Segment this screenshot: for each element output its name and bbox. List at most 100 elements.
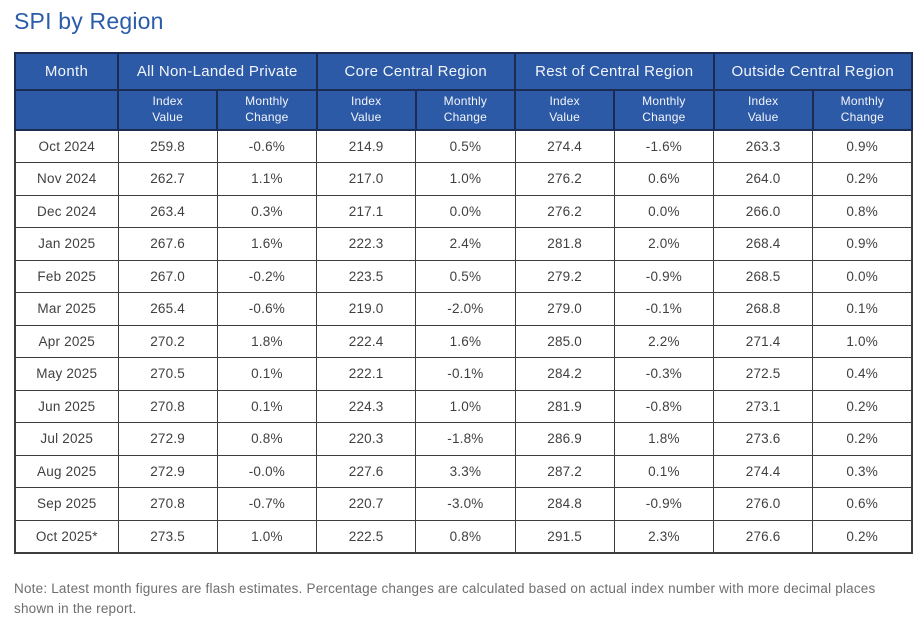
index-value-cell: 263.3: [714, 130, 813, 163]
monthly-change-cell: 0.9%: [813, 228, 912, 261]
index-value-cell: 223.5: [317, 260, 416, 293]
monthly-change-cell: 0.2%: [813, 520, 912, 553]
index-value-cell: 264.0: [714, 163, 813, 196]
month-cell: Feb 2025: [15, 260, 118, 293]
index-value-cell: 270.8: [118, 390, 217, 423]
monthly-change-cell: 1.0%: [416, 390, 515, 423]
monthly-change-cell: -0.6%: [217, 293, 316, 326]
column-group-rest-of-central-region: Rest of Central Region: [515, 53, 714, 90]
index-value-cell: 276.0: [714, 488, 813, 521]
monthly-change-cell: 2.0%: [614, 228, 713, 261]
index-value-cell: 222.4: [317, 325, 416, 358]
index-value-cell: 281.9: [515, 390, 614, 423]
monthly-change-cell: 1.0%: [813, 325, 912, 358]
index-value-cell: 219.0: [317, 293, 416, 326]
monthly-change-cell: 0.0%: [813, 260, 912, 293]
index-value-cell: 267.0: [118, 260, 217, 293]
index-value-cell: 284.8: [515, 488, 614, 521]
index-value-cell: 268.8: [714, 293, 813, 326]
index-value-cell: 274.4: [714, 455, 813, 488]
index-value-cell: 262.7: [118, 163, 217, 196]
index-value-cell: 274.4: [515, 130, 614, 163]
month-cell: Oct 2024: [15, 130, 118, 163]
sub-header-monthly-change: Monthly Change: [416, 90, 515, 130]
sub-header-month-spacer: [15, 90, 118, 130]
monthly-change-cell: 0.1%: [813, 293, 912, 326]
index-value-cell: 276.2: [515, 195, 614, 228]
monthly-change-cell: 0.4%: [813, 358, 912, 391]
monthly-change-cell: 1.1%: [217, 163, 316, 196]
monthly-change-cell: 1.0%: [416, 163, 515, 196]
column-group-all-non-landed-private: All Non-Landed Private: [118, 53, 317, 90]
monthly-change-cell: -1.6%: [614, 130, 713, 163]
monthly-change-cell: -0.1%: [614, 293, 713, 326]
monthly-change-cell: 0.1%: [217, 390, 316, 423]
index-value-cell: 227.6: [317, 455, 416, 488]
month-cell: Jan 2025: [15, 228, 118, 261]
index-value-cell: 272.5: [714, 358, 813, 391]
monthly-change-cell: -0.8%: [614, 390, 713, 423]
index-value-cell: 285.0: [515, 325, 614, 358]
index-value-cell: 273.1: [714, 390, 813, 423]
index-value-cell: 217.1: [317, 195, 416, 228]
index-value-cell: 281.8: [515, 228, 614, 261]
index-value-cell: 224.3: [317, 390, 416, 423]
monthly-change-cell: 3.3%: [416, 455, 515, 488]
index-value-cell: 270.2: [118, 325, 217, 358]
monthly-change-cell: 0.9%: [813, 130, 912, 163]
monthly-change-cell: -0.3%: [614, 358, 713, 391]
month-cell: Apr 2025: [15, 325, 118, 358]
index-value-cell: 270.5: [118, 358, 217, 391]
index-value-cell: 222.1: [317, 358, 416, 391]
monthly-change-cell: -2.0%: [416, 293, 515, 326]
month-cell: Jul 2025: [15, 423, 118, 456]
column-header-month: Month: [15, 53, 118, 90]
sub-header-index-value: Index Value: [515, 90, 614, 130]
index-value-cell: 214.9: [317, 130, 416, 163]
monthly-change-cell: 1.6%: [416, 325, 515, 358]
monthly-change-cell: 0.8%: [217, 423, 316, 456]
monthly-change-cell: 0.6%: [813, 488, 912, 521]
monthly-change-cell: 2.4%: [416, 228, 515, 261]
month-cell: Sep 2025: [15, 488, 118, 521]
month-cell: Aug 2025: [15, 455, 118, 488]
monthly-change-cell: 0.2%: [813, 423, 912, 456]
index-value-cell: 217.0: [317, 163, 416, 196]
monthly-change-cell: 0.5%: [416, 260, 515, 293]
index-value-cell: 279.2: [515, 260, 614, 293]
sub-header-monthly-change: Monthly Change: [614, 90, 713, 130]
index-value-cell: 287.2: [515, 455, 614, 488]
column-group-core-central-region: Core Central Region: [317, 53, 516, 90]
index-value-cell: 276.2: [515, 163, 614, 196]
index-value-cell: 279.0: [515, 293, 614, 326]
sub-header-index-value: Index Value: [118, 90, 217, 130]
index-value-cell: 265.4: [118, 293, 217, 326]
monthly-change-cell: 0.6%: [614, 163, 713, 196]
monthly-change-cell: 1.8%: [217, 325, 316, 358]
monthly-change-cell: 0.0%: [416, 195, 515, 228]
footnote: Note: Latest month figures are flash est…: [14, 579, 907, 620]
index-value-cell: 263.4: [118, 195, 217, 228]
monthly-change-cell: 0.8%: [813, 195, 912, 228]
index-value-cell: 273.5: [118, 520, 217, 553]
monthly-change-cell: -0.1%: [416, 358, 515, 391]
monthly-change-cell: 2.2%: [614, 325, 713, 358]
monthly-change-cell: 0.1%: [217, 358, 316, 391]
monthly-change-cell: 2.3%: [614, 520, 713, 553]
sub-header-index-value: Index Value: [714, 90, 813, 130]
monthly-change-cell: 1.0%: [217, 520, 316, 553]
index-value-cell: 272.9: [118, 455, 217, 488]
monthly-change-cell: 1.8%: [614, 423, 713, 456]
index-value-cell: 222.5: [317, 520, 416, 553]
spi-region-table: Month All Non-Landed Private Core Centra…: [14, 52, 913, 554]
